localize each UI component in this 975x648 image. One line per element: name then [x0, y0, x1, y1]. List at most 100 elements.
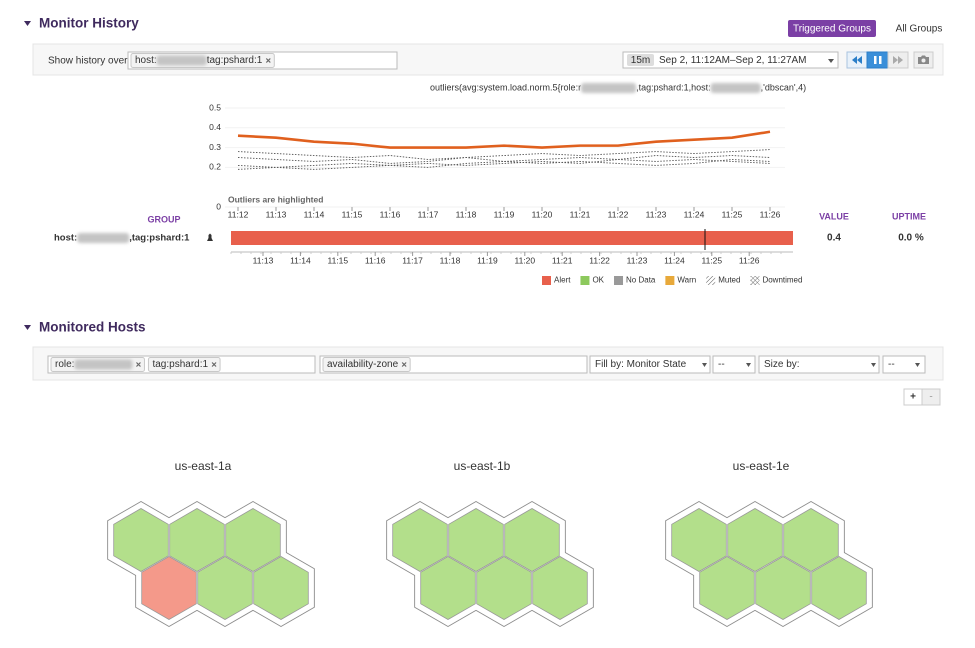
host-hex[interactable] — [113, 508, 169, 572]
collapse-caret[interactable] — [24, 21, 31, 26]
size-select[interactable] — [758, 355, 880, 374]
timeline-label: 11:14 — [290, 255, 311, 265]
legend-label: OK — [592, 276, 604, 285]
host-hex[interactable] — [141, 556, 197, 620]
host-hex[interactable] — [755, 556, 811, 620]
tab-button-active[interactable] — [788, 20, 876, 37]
column-header: VALUE — [819, 211, 849, 221]
host-hex[interactable] — [225, 508, 281, 572]
timeline-label: 11:21 — [552, 255, 573, 265]
timeline-label: 11:13 — [253, 255, 274, 265]
legend-swatch — [542, 276, 551, 285]
legend-label: Downtimed — [762, 276, 802, 285]
zoom-out-button[interactable] — [921, 388, 941, 406]
legend-label: Warn — [677, 276, 696, 285]
host-hex[interactable] — [699, 556, 755, 620]
time-range: Sep 2, 11:12AM–Sep 2, 11:27AM — [659, 55, 807, 66]
camera-lens — [921, 58, 926, 63]
host-hex[interactable] — [420, 556, 476, 620]
fill-label[interactable]: Fill by: Monitor State — [595, 359, 687, 370]
time-span-chip — [627, 54, 654, 66]
y-tick-label: 0.4 — [209, 122, 221, 132]
filter-chip — [322, 357, 411, 372]
host-hex[interactable] — [811, 556, 867, 620]
redacted-text — [581, 83, 637, 93]
fill-select[interactable] — [589, 355, 711, 374]
y-tick-label: 0 — [216, 201, 221, 211]
chip-label: tag:pshard:1 — [207, 55, 263, 66]
host-hex[interactable] — [392, 508, 448, 572]
chip-label: tag:pshard:1 — [152, 359, 208, 370]
zoom-out[interactable]: - — [929, 392, 932, 403]
collapse-caret[interactable] — [24, 325, 31, 330]
x-tick-label: 11:25 — [722, 209, 743, 219]
host-hex[interactable] — [783, 508, 839, 572]
host-hex[interactable] — [504, 508, 560, 572]
tab-label[interactable]: Triggered Groups — [793, 24, 871, 35]
timeline-label: 11:20 — [514, 255, 535, 265]
legend-label: Alert — [554, 276, 571, 285]
annotation: Outliers are highlighted — [228, 194, 323, 204]
x-tick-label: 11:15 — [342, 209, 363, 219]
forward-icon — [893, 56, 903, 64]
remove-icon[interactable] — [136, 362, 141, 367]
legend-swatch — [614, 276, 624, 285]
column-header: UPTIME — [892, 211, 926, 221]
fill-range[interactable]: -- — [718, 359, 725, 370]
remove-icon[interactable] — [265, 58, 271, 63]
x-tick-label: 11:21 — [570, 209, 591, 219]
host-hex[interactable] — [448, 508, 504, 572]
mute-icon[interactable] — [207, 233, 213, 242]
size-range[interactable]: -- — [888, 359, 895, 370]
tab-label[interactable]: All Groups — [896, 24, 943, 35]
group-value: 0.4 — [827, 233, 841, 244]
remove-icon[interactable] — [401, 362, 407, 367]
host-hex[interactable] — [253, 556, 309, 620]
timeline-label: 11:24 — [664, 255, 685, 265]
query-text: outliers(avg:system.load.norm.5{role:r — [430, 82, 581, 92]
host-hex[interactable] — [727, 508, 783, 572]
redacted-text — [156, 55, 207, 66]
remove-icon[interactable] — [211, 362, 217, 367]
series-line — [237, 130, 771, 149]
select-caret — [871, 363, 876, 367]
timeline-label: 11:26 — [739, 255, 760, 265]
size-range-select[interactable] — [882, 355, 926, 374]
size-label[interactable]: Size by: — [764, 359, 800, 370]
select-caret — [702, 363, 707, 367]
group-name: host: — [54, 233, 77, 244]
timeline-label: 11:22 — [589, 255, 610, 265]
redacted-text — [77, 233, 130, 243]
group-name: ,tag:pshard:1 — [129, 233, 190, 244]
time-dropdown[interactable] — [622, 51, 839, 69]
zone-label: us-east-1e — [733, 459, 790, 473]
x-tick-label: 11:22 — [608, 209, 629, 219]
column-header: GROUP — [147, 214, 180, 224]
legend-swatch — [580, 276, 590, 285]
timeline-label: 11:16 — [365, 255, 386, 265]
host-hex[interactable] — [197, 556, 253, 620]
host-hex[interactable] — [671, 508, 727, 572]
host-hex[interactable] — [169, 508, 225, 572]
y-tick-label: 0.2 — [209, 162, 221, 172]
select-caret — [915, 363, 920, 367]
legend-swatch — [665, 276, 675, 285]
zone-label: us-east-1b — [454, 459, 511, 473]
chip-label: availability-zone — [327, 359, 399, 370]
timeline-label: 11:19 — [477, 255, 498, 265]
x-tick-label: 11:26 — [760, 209, 781, 219]
pause-button[interactable] — [866, 51, 889, 69]
status-bar — [231, 231, 793, 245]
host-hex[interactable] — [476, 556, 532, 620]
series-line — [237, 149, 771, 160]
dropdown-caret — [828, 59, 834, 63]
y-tick-label: 0.5 — [209, 102, 221, 112]
time-span: 15m — [631, 55, 650, 66]
timeline-label: 11:25 — [701, 255, 722, 265]
host-hex[interactable] — [532, 556, 588, 620]
fill-range-select[interactable] — [712, 355, 756, 374]
x-tick-label: 11:16 — [380, 209, 401, 219]
zoom-in[interactable]: + — [910, 392, 916, 403]
timeline-label: 11:23 — [627, 255, 648, 265]
